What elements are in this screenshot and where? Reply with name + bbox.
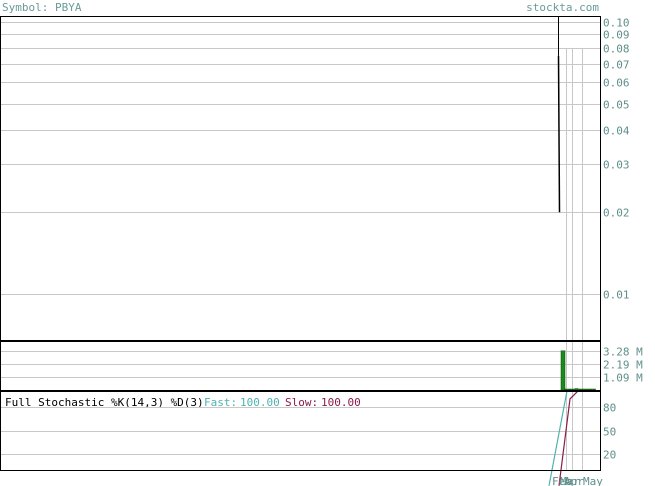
volume-bar bbox=[581, 388, 586, 391]
price-tick-label: 0.01 bbox=[603, 289, 630, 302]
volume-bar bbox=[592, 388, 596, 391]
volume-bar bbox=[567, 388, 572, 391]
symbol-label: Symbol: PBYA bbox=[2, 1, 82, 14]
panel-frame bbox=[0, 391, 601, 471]
volume-bar bbox=[574, 388, 579, 391]
volume-bar bbox=[588, 388, 593, 391]
price-tick-label: 0.08 bbox=[603, 43, 630, 56]
x-tick-label: Feb bbox=[552, 475, 572, 486]
stochastic-title: Full Stochastic %K(14,3) %D(3) bbox=[5, 396, 204, 409]
slow-label: Slow: bbox=[285, 396, 318, 409]
panel-frame bbox=[0, 341, 601, 391]
price-panel: 0.100.090.08 0.07 0.06 0.05 0.04 0.03 0.02 0.01 bbox=[0, 16, 630, 470]
stochastic-tick-label: 20 bbox=[603, 449, 616, 462]
price-tick-label: 0.03 bbox=[603, 159, 630, 172]
slow-line bbox=[558, 390, 599, 486]
stochastic-tick-label: 80 bbox=[603, 402, 616, 415]
price-tick-label: 0.05 bbox=[603, 99, 630, 112]
volume-panel: 3.28 M2.19 M1.09 M bbox=[0, 346, 643, 391]
volume-bar bbox=[585, 388, 589, 391]
site-name: stockta.com bbox=[526, 1, 599, 14]
volume-bar bbox=[564, 388, 568, 391]
fast-line bbox=[548, 390, 599, 486]
volume-tick-label: 1.09 M bbox=[603, 372, 643, 385]
price-tick-label: 0.09 bbox=[603, 29, 630, 42]
volume-bar bbox=[571, 388, 575, 391]
fast-label: Fast: bbox=[204, 396, 237, 409]
price-line bbox=[557, 55, 561, 213]
panel-frame bbox=[0, 16, 601, 341]
slow-value: 100.00 bbox=[321, 396, 361, 409]
panel-frames bbox=[0, 16, 601, 471]
x-tick-label: Apr bbox=[564, 475, 584, 486]
volume-tick-label: 3.28 M bbox=[603, 346, 643, 359]
x-tick-label: Mar bbox=[560, 475, 580, 486]
x-tick-label: May bbox=[583, 475, 603, 486]
stochastic-tick-label: 50 bbox=[603, 426, 616, 439]
volume-bar bbox=[560, 350, 566, 391]
volume-bar bbox=[578, 388, 582, 391]
price-tick-label: 0.07 bbox=[603, 59, 630, 72]
stochastic-panel: Full Stochastic %K(14,3) %D(3) Fast: 100… bbox=[0, 390, 616, 486]
fast-value: 100.00 bbox=[240, 396, 280, 409]
volume-tick-label: 2.19 M bbox=[603, 359, 643, 372]
price-tick-label: 0.02 bbox=[603, 207, 630, 220]
price-tick-label: 0.04 bbox=[603, 125, 630, 138]
price-tick-label: 0.06 bbox=[603, 77, 630, 90]
price-tick-label: 0.10 bbox=[603, 17, 630, 30]
